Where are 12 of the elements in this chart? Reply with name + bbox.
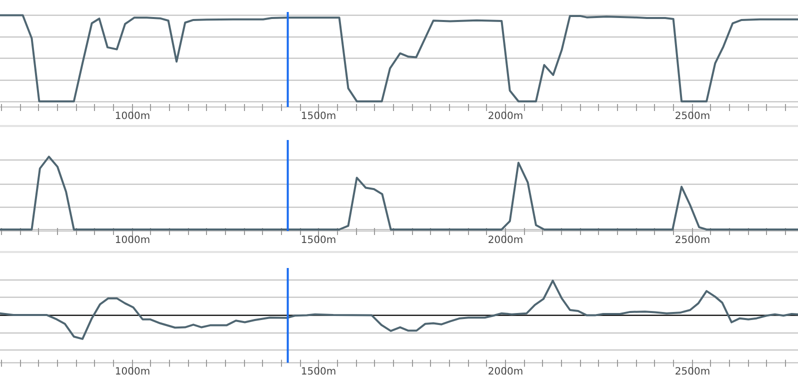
x-tick-label: 1500m (300, 235, 336, 246)
x-tick-label: 1500m (300, 366, 336, 378)
x-tick-label: 2500m (674, 111, 710, 122)
x-tick-label: 1000m (114, 111, 150, 122)
x-tick-label: 2000m (488, 366, 524, 378)
x-tick-label: 1500m (300, 111, 336, 122)
x-tick-label: 2000m (488, 111, 524, 122)
x-tick-label: 2500m (674, 366, 710, 378)
x-tick-label: 2000m (488, 235, 524, 246)
x-tick-label: 1000m (114, 366, 150, 378)
x-tick-label: 1000m (114, 235, 150, 246)
x-tick-label: 2500m (674, 235, 710, 246)
